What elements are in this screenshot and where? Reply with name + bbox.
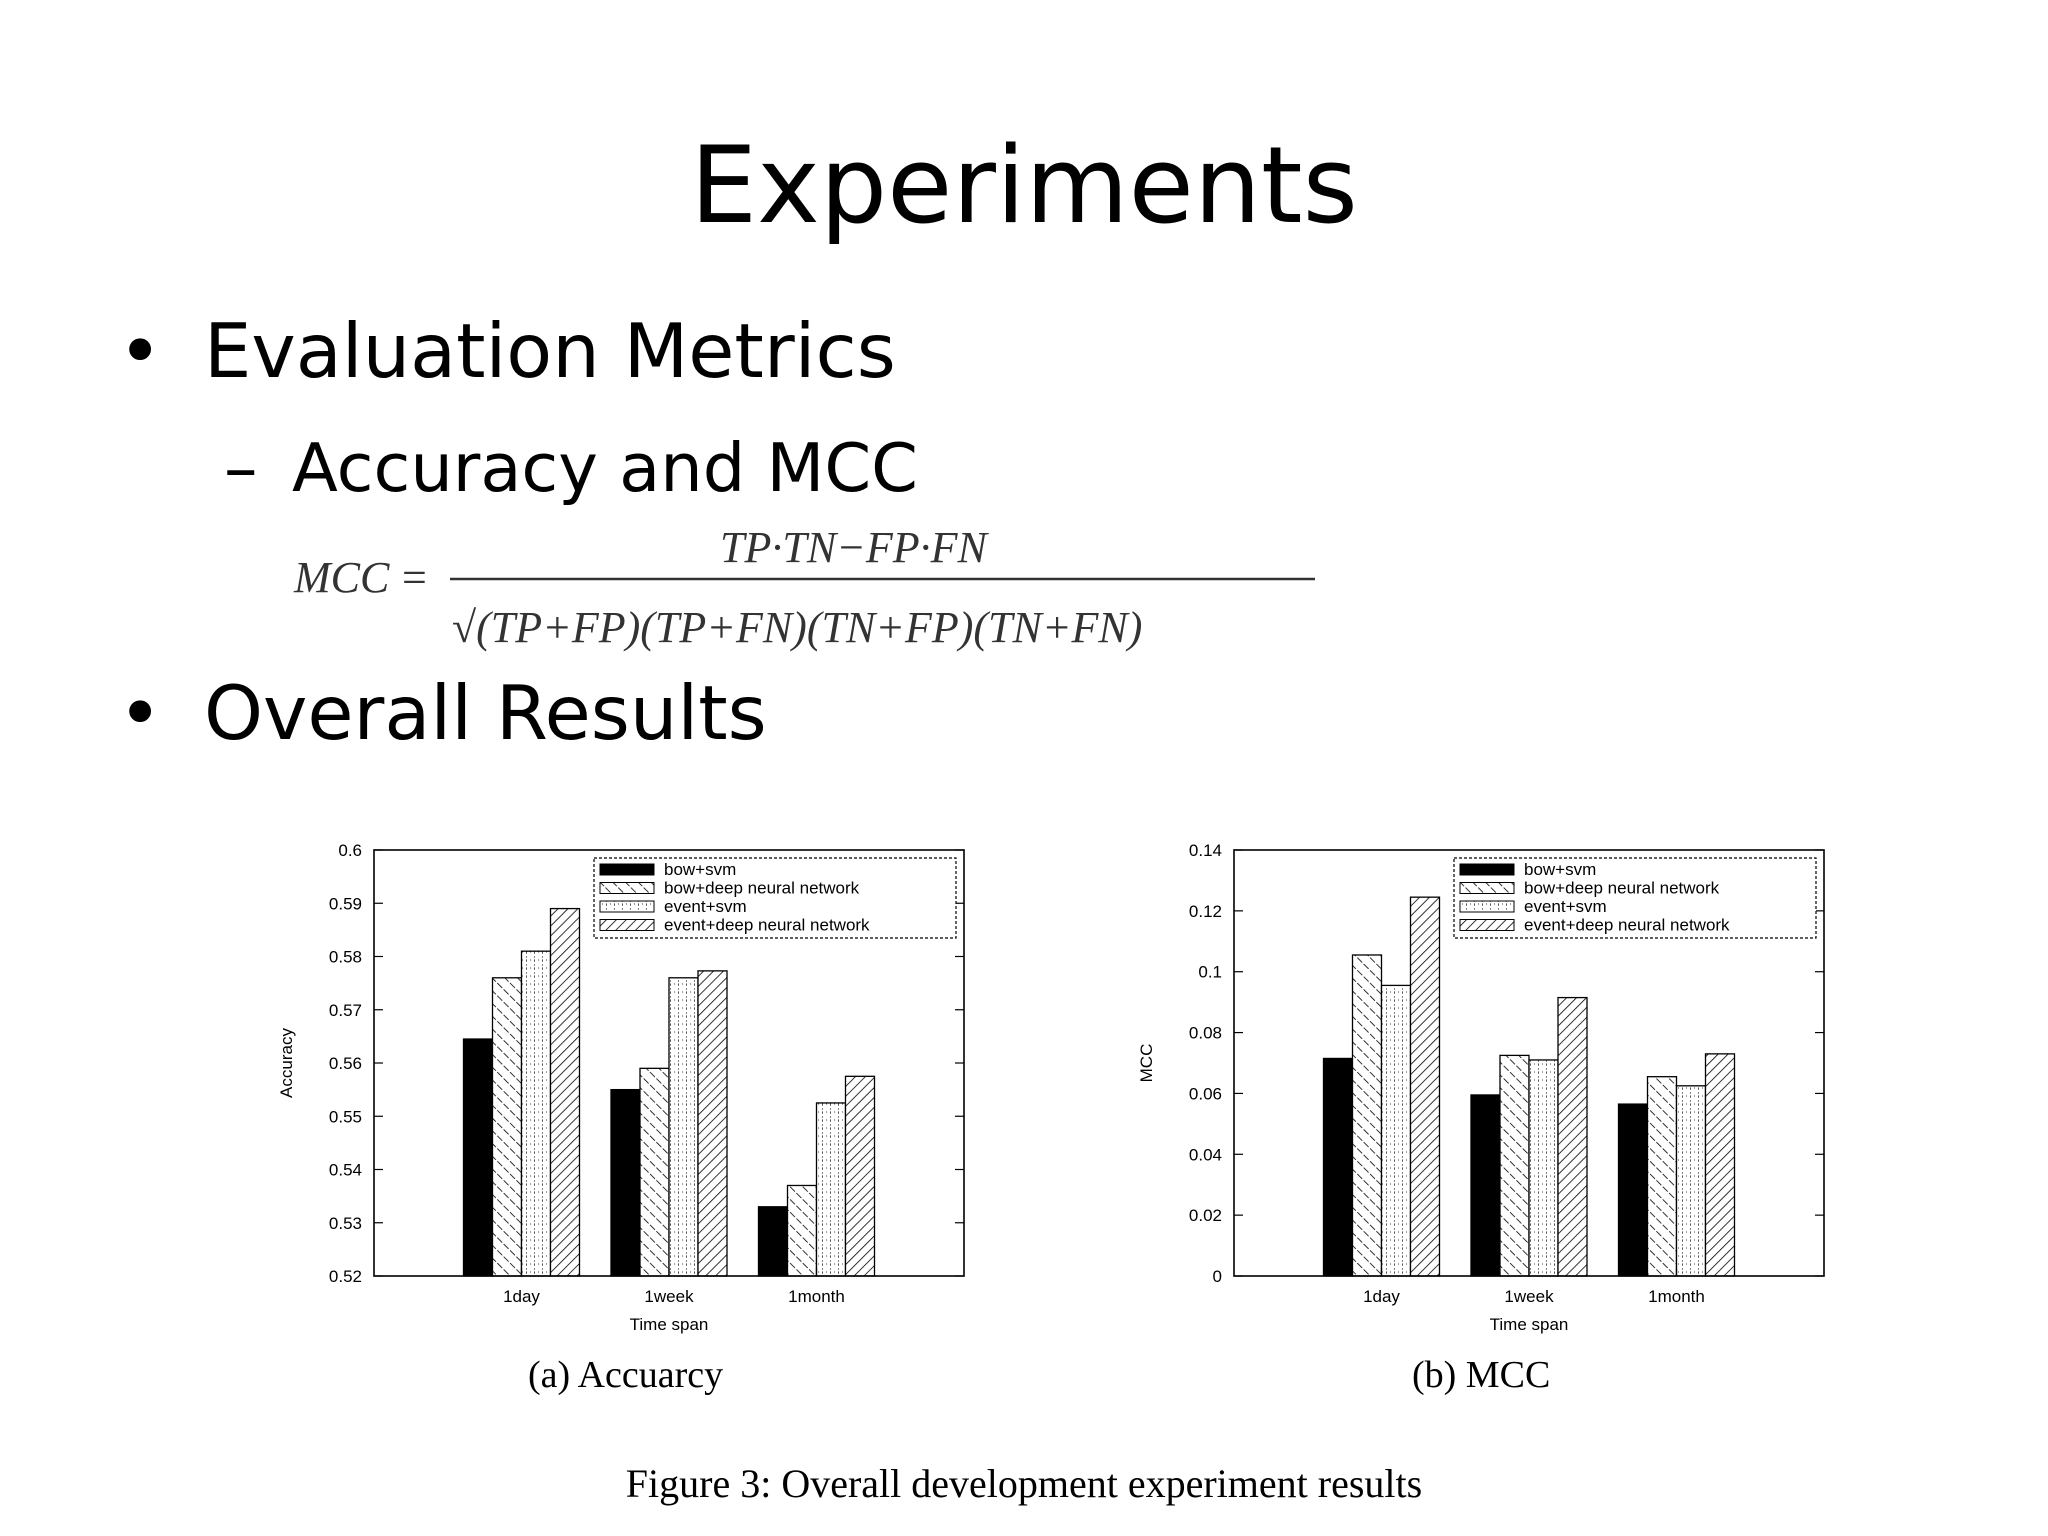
slide-title: Experiments [690, 124, 1358, 247]
y-tick-label: 0.04 [1189, 1145, 1222, 1164]
bar [1617, 1103, 1649, 1277]
legend-label: bow+svm [1524, 860, 1596, 879]
legend-label: bow+deep neural network [664, 879, 860, 898]
bar [1499, 1054, 1530, 1277]
sub-bullet-dash: – [224, 429, 258, 507]
legend-label: event+svm [664, 897, 747, 916]
bar [610, 1088, 641, 1277]
legend-label: event+deep neural network [664, 916, 870, 935]
y-tick-label: 0.53 [329, 1214, 362, 1233]
y-tick-label: 0.59 [329, 894, 362, 913]
bar [1528, 1059, 1559, 1277]
bar [1322, 1057, 1354, 1277]
bar [1470, 1094, 1501, 1277]
formula-equals: = [402, 553, 427, 602]
bar [520, 950, 552, 1277]
y-axis-label: MCC [1137, 1044, 1156, 1083]
bar [491, 977, 523, 1277]
bar [697, 970, 728, 1277]
sub-bullet-text: Accuracy and MCC [292, 429, 918, 507]
bullet-dot: • [118, 307, 163, 395]
legend-swatch [1459, 919, 1515, 931]
y-tick-label: 0.12 [1189, 902, 1222, 921]
bar [786, 1184, 818, 1277]
bar [757, 1206, 789, 1277]
x-tick-label: 1week [644, 1287, 694, 1306]
x-tick-label: 1month [788, 1287, 845, 1306]
accuracy-chart: 0.52 0.53 0.54 0.55 0.56 0.57 0.58 0.59 0.6 1day 1… [277, 841, 965, 1334]
bullet-dot: • [118, 669, 163, 757]
y-tick-label: 0.54 [329, 1161, 362, 1180]
bar [549, 907, 581, 1277]
bullet-text: Evaluation Metrics [204, 307, 896, 395]
x-axis-label: Time span [1490, 1315, 1569, 1334]
legend-label: bow+svm [664, 860, 736, 879]
bar [1704, 1053, 1736, 1277]
sub-bullet-accuracy-mcc: – Accuracy and MCC [224, 429, 918, 507]
legend-swatch [599, 919, 655, 931]
legend-label: bow+deep neural network [1524, 879, 1720, 898]
bullet-evaluation-metrics: • Evaluation Metrics [118, 310, 896, 393]
chart-a-caption: (a) Accuarcy [528, 1354, 724, 1396]
bar [1351, 954, 1383, 1277]
y-tick-label: 0.6 [338, 841, 362, 860]
legend-swatch [1459, 863, 1515, 876]
legend-swatch [599, 900, 655, 913]
legend-label: event+deep neural network [1524, 916, 1730, 935]
y-axis-label: Accuracy [277, 1028, 296, 1098]
bar [844, 1075, 876, 1277]
y-tick-label: 0.02 [1189, 1206, 1222, 1225]
bar [1380, 984, 1412, 1277]
bar [1409, 896, 1441, 1277]
bullet-text: Overall Results [204, 669, 767, 757]
x-tick-label: 1day [503, 1287, 540, 1306]
formula-numerator: TP·TN−FP·FN [720, 530, 989, 572]
formula-lhs: MCC [293, 553, 390, 602]
x-tick-label: 1week [1504, 1287, 1554, 1306]
y-tick-label: 0.08 [1189, 1024, 1222, 1043]
x-tick-label: 1month [1648, 1287, 1705, 1306]
bar [1675, 1085, 1707, 1277]
y-tick-label: 0.56 [329, 1054, 362, 1073]
y-tick-label: 0.14 [1189, 841, 1222, 860]
bar [1557, 996, 1588, 1277]
x-axis-label: Time span [630, 1315, 709, 1334]
figure-caption: Figure 3: Overall development experiment… [625, 1461, 1423, 1506]
mcc-chart: 0 0.02 0.04 0.06 0.08 0.1 0.12 0.14 1day 1week 1mo… [1137, 841, 1825, 1334]
bar [1646, 1076, 1678, 1277]
formula-denominator: √(TP+FP)(TP+FN)(TN+FP)(TN+FN) [452, 603, 1142, 652]
y-tick-label: 0.06 [1189, 1084, 1222, 1103]
legend-label: event+svm [1524, 897, 1607, 916]
y-tick-label: 0.52 [329, 1267, 362, 1286]
y-tick-label: 0.57 [329, 1001, 362, 1020]
x-tick-label: 1day [1363, 1287, 1400, 1306]
legend-swatch [599, 863, 655, 876]
mcc-formula: MCC = TP·TN−FP·FN √(TP+FP)(TP+FN)(TN+FP)… [293, 530, 1315, 652]
y-tick-label: 0.1 [1198, 963, 1222, 982]
plot-frame [1233, 849, 1825, 1277]
legend-swatch [1459, 900, 1515, 913]
bar [815, 1102, 847, 1277]
chart-b-caption: (b) MCC [1412, 1354, 1551, 1396]
legend-swatch [599, 882, 655, 894]
bar [462, 1038, 494, 1277]
bullet-overall-results: • Overall Results [118, 672, 767, 755]
plot-frame [373, 849, 965, 1277]
y-tick-label: 0 [1213, 1267, 1222, 1286]
y-tick-label: 0.58 [329, 948, 362, 967]
legend-swatch [1459, 882, 1515, 894]
bar [639, 1067, 670, 1277]
bar [668, 977, 699, 1277]
y-tick-label: 0.55 [329, 1107, 362, 1126]
